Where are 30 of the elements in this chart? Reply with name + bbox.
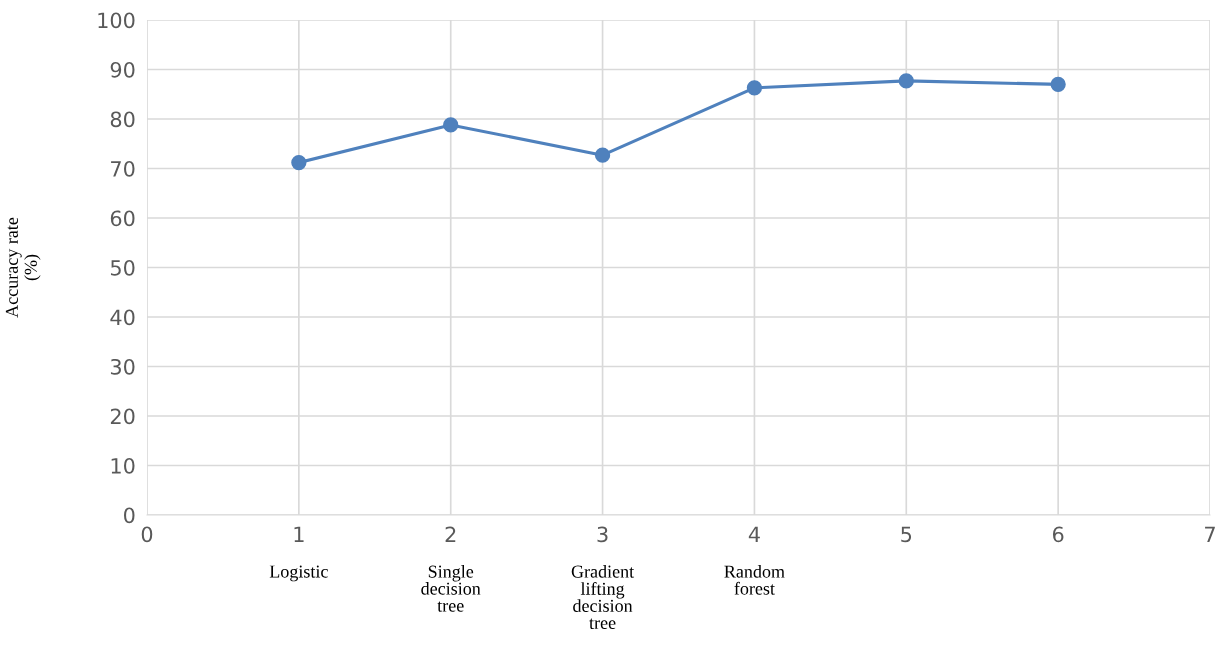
y-tick-label: 60 [110,210,135,227]
point [594,147,611,163]
x-tick-label: 5 [901,526,912,543]
y-tick-label: 90 [110,61,135,78]
text: Logistic [269,565,328,582]
x-tick-label: 2 [445,526,456,542]
point [443,117,459,133]
x-tick-label: 4 [748,526,760,542]
point [746,80,763,96]
y-tick-label: 80 [110,111,135,128]
point [291,154,307,171]
y-tick-label: 20 [110,408,135,425]
x-tick-label: 3 [597,526,608,543]
y-tick-label: 70 [111,160,135,177]
y-tick-label: 30 [110,358,135,375]
y-tick-label: 10 [111,457,135,474]
y-tick-label: 0 [124,507,135,524]
y-axis-title: Accuracy rate (%) [5,217,41,318]
text: Gradient lifting decision tree [571,565,635,629]
point [898,73,914,89]
text: Single decision tree [421,565,481,612]
y-tick-label: 40 [110,309,135,326]
y-tick-label: 100 [98,12,135,29]
y-tick-label: 50 [110,259,135,276]
x-tick-label: 7 [1205,526,1215,542]
text: Random forest [724,565,785,595]
x-tick-label: 0 [141,526,153,543]
x-tick-label: 6 [1052,526,1064,543]
x-tick-label: 1 [294,526,304,542]
point [1050,76,1066,92]
